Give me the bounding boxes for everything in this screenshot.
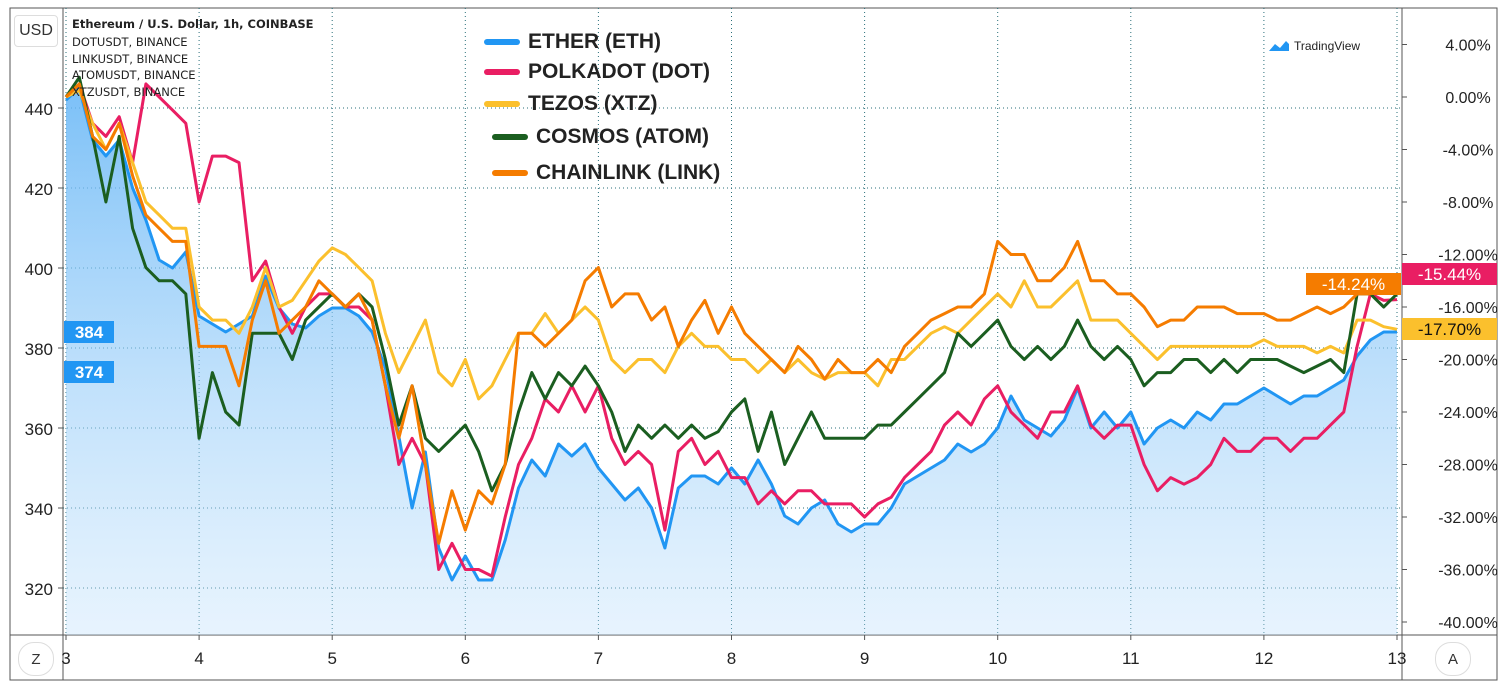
time-axis-tick-label: 8	[727, 649, 736, 668]
right-axis-tick-label: -8.00%	[1443, 195, 1494, 212]
legend-swatch	[484, 101, 520, 107]
right-axis-tick-label: -4.00%	[1443, 143, 1494, 160]
series-line-ether-eth	[64, 86, 1397, 582]
tradingview-logo[interactable]: TradingView	[1267, 39, 1360, 53]
legend-label: TEZOS (XTZ)	[528, 92, 658, 115]
time-axis-tick-label: 7	[594, 649, 603, 668]
legend-item: ETHER (ETH)	[484, 30, 661, 54]
right-axis-tick-label: -12.00%	[1438, 248, 1498, 265]
currency-button[interactable]: USD	[14, 15, 58, 47]
right-last-value-label: -14.24%	[1306, 273, 1401, 295]
right-axis-tick-label: -20.00%	[1438, 353, 1498, 370]
left-axis-tick-label: 420	[25, 180, 53, 199]
legend-swatch	[492, 170, 528, 176]
right-axis-tick-label: -24.00%	[1438, 405, 1498, 422]
right-last-value-label: -17.70%	[1402, 318, 1497, 340]
legend-label: COSMOS (ATOM)	[536, 125, 710, 148]
left-axis-tick-label: 400	[25, 260, 53, 279]
zoom-button[interactable]: Z	[18, 642, 54, 676]
time-axis-tick-label: 5	[327, 649, 336, 668]
series-line-tezos-xtz	[65, 88, 1398, 401]
right-axis-tick-label: -36.00%	[1438, 563, 1498, 580]
left-price-label: 384	[64, 321, 114, 343]
right-last-value-label: -15.44%	[1402, 263, 1497, 285]
symbol-label: LINKUSDT, BINANCE	[72, 52, 189, 66]
time-axis-tick-label: 6	[461, 649, 470, 668]
left-axis-tick-label: 440	[25, 100, 53, 119]
time-axis-tick-label: 9	[860, 649, 869, 668]
legend-item: CHAINLINK (LINK)	[492, 161, 720, 185]
chart-frame	[9, 7, 1498, 681]
legend-swatch	[492, 134, 528, 140]
left-axis-tick-label: 340	[25, 500, 53, 519]
legend-item: TEZOS (XTZ)	[484, 92, 658, 116]
symbol-label: DOTUSDT, BINANCE	[72, 35, 188, 49]
left-axis-tick-label: 320	[25, 580, 53, 599]
time-axis-tick-label: 4	[194, 649, 203, 668]
right-axis-tick-label: -32.00%	[1438, 510, 1498, 527]
time-axis-tick-label: 3	[61, 649, 70, 668]
time-axis-tick-label: 13	[1388, 649, 1407, 668]
time-axis-tick-label: 11	[1122, 649, 1140, 668]
legend-swatch	[484, 39, 520, 45]
legend-label: CHAINLINK (LINK)	[536, 161, 721, 184]
right-axis-tick-label: -28.00%	[1438, 458, 1498, 475]
right-axis-tick-label: 4.00%	[1445, 38, 1490, 55]
legend-item: COSMOS (ATOM)	[492, 125, 709, 149]
legend-swatch	[484, 69, 520, 75]
chart-title: Ethereum / U.S. Dollar, 1h, COINBASE	[72, 17, 314, 31]
series-line-cosmos-atom	[64, 75, 1399, 493]
auto-scale-button[interactable]: A	[1435, 642, 1471, 676]
right-axis-tick-label: -16.00%	[1438, 300, 1498, 317]
left-axis-tick-label: 380	[25, 340, 53, 359]
symbol-label: ATOMUSDT, BINANCE	[72, 68, 196, 82]
left-price-label: 374	[64, 361, 114, 383]
legend-item: POLKADOT (DOT)	[484, 60, 710, 84]
time-axis-tick-label: 10	[988, 649, 1007, 668]
time-axis-tick-label: 12	[1254, 649, 1273, 668]
legend-label: POLKADOT (DOT)	[528, 60, 710, 83]
tradingview-cloud-icon	[1269, 41, 1289, 51]
left-axis-tick-label: 360	[25, 420, 53, 439]
eth-area-fill	[66, 88, 1397, 635]
right-axis-tick-label: 0.00%	[1445, 90, 1490, 107]
legend-label: ETHER (ETH)	[528, 30, 661, 53]
right-axis-tick-label: -40.00%	[1438, 615, 1498, 632]
symbol-label: XTZUSDT, BINANCE	[72, 85, 186, 99]
series-line-chainlink-link	[64, 82, 1398, 545]
logo-text: TradingView	[1294, 39, 1361, 53]
